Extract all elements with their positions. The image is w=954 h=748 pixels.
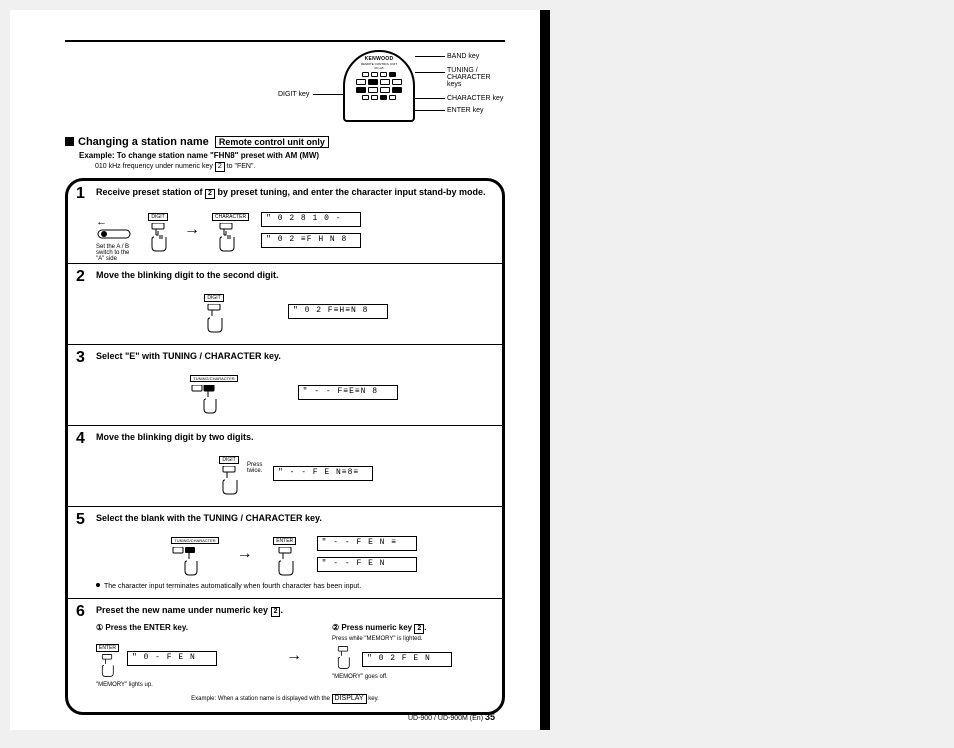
top-rule bbox=[65, 40, 505, 42]
hand-icon bbox=[144, 223, 172, 255]
callout-character: CHARACTER key bbox=[447, 95, 503, 102]
hand-icon bbox=[271, 547, 299, 579]
switch-note: Set the A / B switch to the "A" side bbox=[96, 244, 132, 262]
step-1-title: Receive preset station of 2 by preset tu… bbox=[96, 187, 492, 199]
step-6-col-1: ① Press the ENTER key. ENTER " 0 - F E N… bbox=[96, 623, 256, 688]
arrow-icon: → bbox=[184, 221, 200, 239]
lcd-display: " - - F E N ≡ bbox=[317, 536, 417, 551]
section-heading: Changing a station name Remote control u… bbox=[65, 136, 505, 148]
lcd-display: " - - F E N bbox=[317, 557, 417, 572]
lcd-display: " - - F≡E≡N 8 bbox=[298, 385, 398, 400]
hand-icon bbox=[96, 654, 118, 680]
page-footer: UD-900 / UD-900M (En) 35 bbox=[408, 712, 495, 722]
lcd-display: " - - F E N≡8≡ bbox=[273, 466, 373, 481]
bullet-square bbox=[65, 137, 74, 146]
step-5-note: The character input terminates automatic… bbox=[96, 583, 492, 590]
example-sub: 010 kHz frequency under numeric key 2 to… bbox=[95, 162, 505, 172]
example-line: Example: To change station name "FHN8" p… bbox=[79, 151, 505, 160]
hand-icon bbox=[332, 646, 354, 672]
callout-digit: DIGIT key bbox=[278, 91, 309, 98]
step-6: 6 Preset the new name under numeric key … bbox=[68, 599, 502, 712]
lcd-display: " 0 2 F E N bbox=[362, 652, 452, 667]
step-2: 2 Move the blinking digit to the second … bbox=[68, 264, 502, 345]
lcd-display: " 0 2 ≡F H N 8 bbox=[261, 233, 361, 248]
step-6-footer: Example: When a station name is displaye… bbox=[78, 694, 492, 704]
manual-page: KENWOOD REMOTE CONTROL UNIT RC-A5 BAND k… bbox=[10, 10, 550, 730]
lcd-display: " 0 2 8 1 0 - bbox=[261, 212, 361, 227]
callout-band: BAND key bbox=[447, 53, 479, 60]
remote-diagram: KENWOOD REMOTE CONTROL UNIT RC-A5 BAND k… bbox=[65, 50, 505, 130]
step-5: 5 Select the blank with the TUNING / CHA… bbox=[68, 507, 502, 599]
lcd-display: " 0 2 F≡H≡N 8 bbox=[288, 304, 388, 319]
step-6-col-2: ② Press numeric key 2. Press while "MEMO… bbox=[332, 623, 492, 688]
hand-icon bbox=[171, 547, 199, 579]
step-4: 4 Move the blinking digit by two digits.… bbox=[68, 426, 502, 507]
hand-icon bbox=[212, 223, 240, 255]
section-badge: Remote control unit only bbox=[215, 136, 329, 148]
hand-icon bbox=[190, 385, 218, 417]
remote-outline: KENWOOD REMOTE CONTROL UNIT RC-A5 bbox=[343, 50, 415, 122]
arrow-icon: → bbox=[286, 647, 302, 665]
arrow-icon: → bbox=[237, 545, 253, 563]
step-1: 1 Receive preset station of 2 by preset … bbox=[68, 181, 502, 264]
callout-tuning: TUNING / CHARACTER keys bbox=[447, 67, 505, 88]
ab-switch: ← Set the A / B switch to the "A" side bbox=[96, 216, 132, 244]
steps-box: 1 Receive preset station of 2 by preset … bbox=[65, 178, 505, 715]
remote-model: RC-A5 bbox=[351, 66, 407, 70]
step-1-num: 1 bbox=[76, 185, 85, 203]
lcd-display: " 0 - F E N bbox=[127, 651, 217, 666]
step-3: 3 Select "E" with TUNING / CHARACTER key… bbox=[68, 345, 502, 426]
numkey-2: 2 bbox=[215, 162, 225, 172]
section-title: Changing a station name bbox=[78, 136, 209, 148]
hand-icon bbox=[200, 304, 228, 336]
hand-icon bbox=[215, 466, 243, 498]
callout-enter: ENTER key bbox=[447, 107, 484, 114]
